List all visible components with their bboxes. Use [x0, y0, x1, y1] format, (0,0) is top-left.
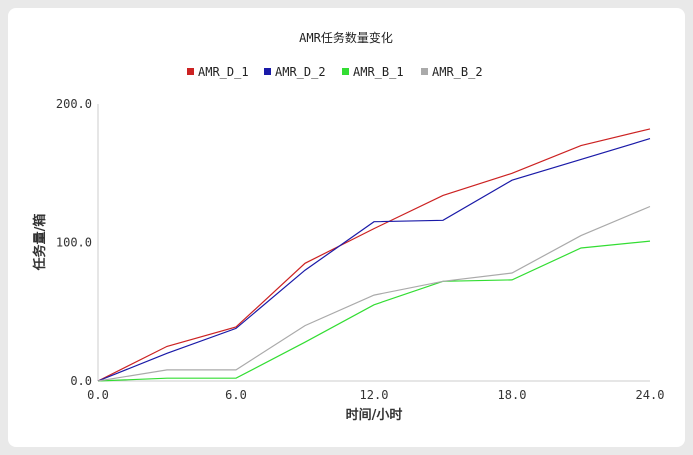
- x-tick-label: 18.0: [498, 388, 527, 402]
- x-tick-label: 24.0: [636, 388, 665, 402]
- tick-labels: 0.0 6.0 12.0 18.0 24.0 0.0 100.0 200.0: [56, 97, 665, 402]
- axes: [97, 104, 650, 382]
- x-tick-label: 12.0: [360, 388, 389, 402]
- legend-swatch: [342, 68, 349, 75]
- legend: AMR_D_1 AMR_D_2 AMR_B_1 AMR_B_2: [187, 65, 483, 79]
- y-axis-title: 任务量/箱: [32, 214, 48, 272]
- x-axis-title: 时间/小时: [346, 407, 403, 423]
- y-tick-label: 200.0: [56, 97, 92, 111]
- series-line-amr-b-1: [97, 240, 651, 382]
- series-line-amr-b-2: [97, 205, 651, 382]
- legend-label: AMR_B_1: [353, 65, 404, 79]
- legend-swatch: [187, 68, 194, 75]
- y-tick-label: 100.0: [56, 236, 92, 250]
- series-line-amr-d-1: [97, 128, 651, 382]
- series-lines: [97, 128, 651, 382]
- chart-card: [8, 8, 685, 447]
- y-tick-label: 0.0: [70, 374, 92, 388]
- x-tick-label: 0.0: [87, 388, 109, 402]
- legend-swatch: [421, 68, 428, 75]
- chart-title: AMR任务数量变化: [299, 30, 393, 45]
- legend-label: AMR_D_2: [275, 65, 326, 79]
- legend-swatch: [264, 68, 271, 75]
- series-line-amr-d-2: [97, 138, 651, 382]
- legend-label: AMR_B_2: [432, 65, 483, 79]
- legend-label: AMR_D_1: [198, 65, 249, 79]
- x-tick-label: 6.0: [225, 388, 247, 402]
